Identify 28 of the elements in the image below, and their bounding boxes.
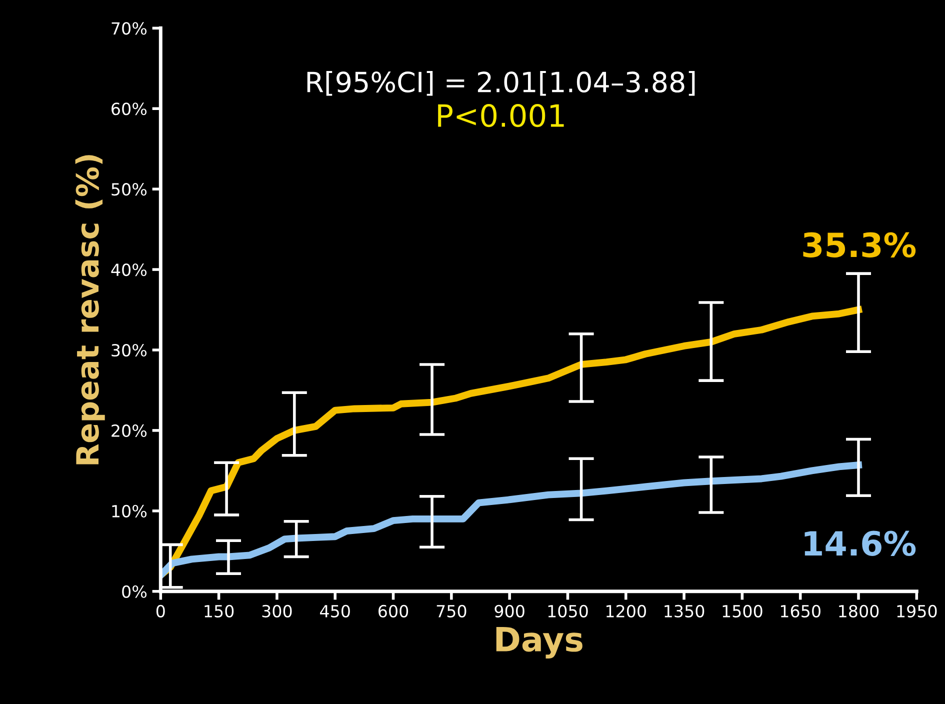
y-tick-label: 0% <box>122 585 147 598</box>
x-tick-label: 450 <box>320 604 350 618</box>
annotation: 14.6% <box>804 530 916 556</box>
y-tick-label: 20% <box>112 424 147 438</box>
x-tick-label: 1500 <box>722 604 762 618</box>
y-tick-label: 40% <box>111 263 147 276</box>
x-tick-label: 1350 <box>664 604 704 618</box>
y-tick-label: 50% <box>112 183 147 196</box>
x-tick-label: 1050 <box>548 604 588 618</box>
y-tick-label: 30% <box>112 344 147 357</box>
x-tick-label: 1800 <box>839 604 879 618</box>
x-tick-label: 150 <box>204 604 234 618</box>
x-tick-label: 600 <box>378 604 408 618</box>
annotation: P<0.001 <box>438 104 564 128</box>
x-tick-label: 1950 <box>897 604 937 618</box>
x-tick-label: 1200 <box>606 604 646 618</box>
x-tick-label: 900 <box>494 604 524 618</box>
annotation: 35.3% <box>803 232 916 258</box>
y-tick-label: 10% <box>112 504 147 518</box>
y-tick-label: 60% <box>112 102 147 116</box>
x-tick-label: 750 <box>436 604 466 618</box>
annotation: R[95%CI] = 2.01[1.04–3.88] <box>307 71 695 96</box>
x-axis-title: Days <box>496 627 582 658</box>
x-tick-label: 300 <box>262 604 292 618</box>
y-tick-label: 70% <box>112 22 147 35</box>
y-axis-title: Repeat revasc (%) <box>75 155 105 464</box>
x-tick-label: 0 <box>156 604 165 618</box>
x-tick-label: 1650 <box>780 604 820 618</box>
